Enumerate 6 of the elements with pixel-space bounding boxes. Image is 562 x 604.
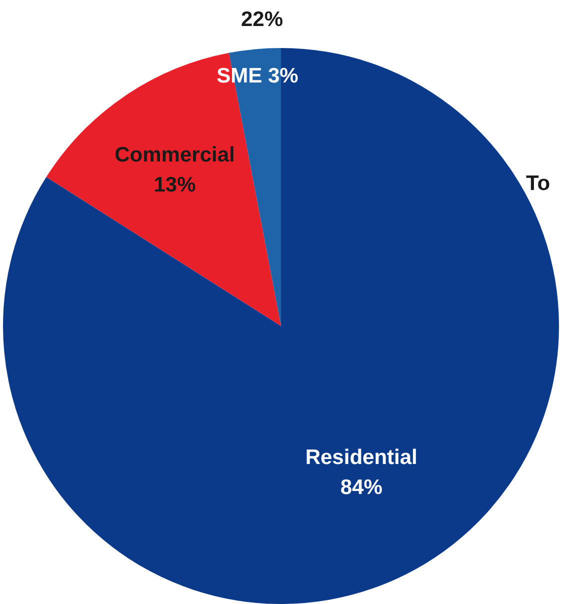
data-label: 13%: [154, 173, 196, 196]
text: To: [526, 172, 552, 196]
slice-label: Commercial: [114, 143, 235, 166]
data-label: 84%: [340, 476, 383, 499]
text: 22%: [240, 8, 284, 32]
slice-label: Residential: [305, 446, 418, 469]
